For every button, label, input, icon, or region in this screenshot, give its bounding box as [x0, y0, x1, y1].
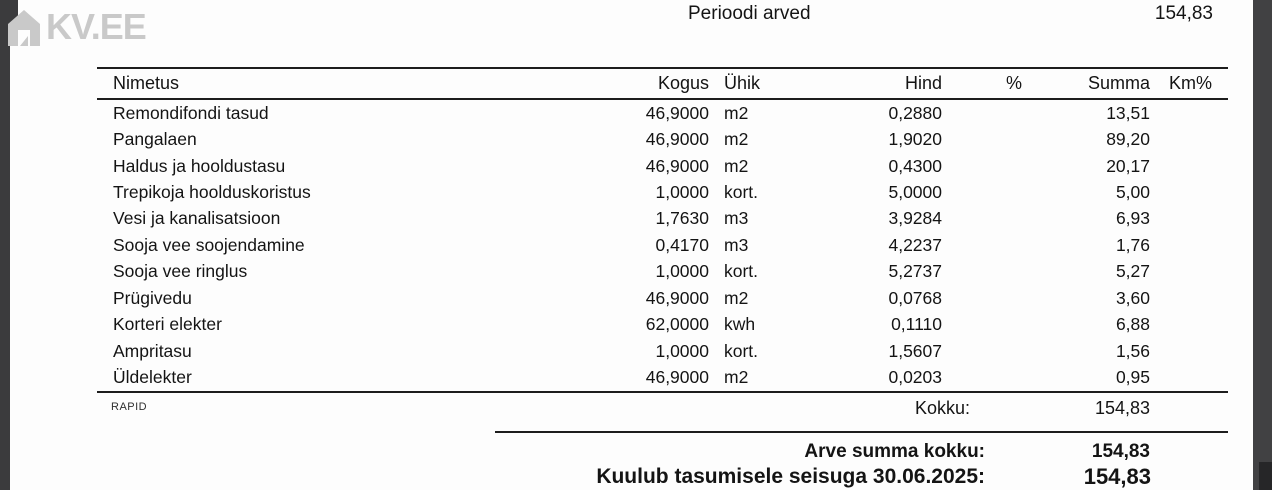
cell-kogus: 1,0000 — [655, 182, 709, 203]
page-header-total: 154,83 — [1154, 3, 1213, 24]
cell-nimetus: Ampritasu — [113, 340, 192, 361]
arve-summa-label: Arve summa kokku: — [804, 441, 985, 462]
cell-nimetus: Vesi ja kanalisatsioon — [113, 208, 281, 229]
table-row: Haldus ja hooldustasu 46,9000 m2 0,4300 20,1… — [97, 153, 1228, 179]
cell-kogus: 46,9000 — [645, 102, 709, 123]
cell-yhik: kort. — [724, 261, 759, 282]
cell-nimetus: Sooja vee soojendamine — [113, 234, 305, 255]
cell-nimetus: Sooja vee ringlus — [113, 261, 248, 282]
cell-nimetus: Üldelekter — [113, 367, 192, 388]
cell-yhik: kwh — [724, 314, 756, 335]
page-title: Perioodi arved — [688, 3, 811, 24]
cell-hind: 0,0768 — [888, 287, 942, 308]
cell-hind: 3,9284 — [888, 208, 942, 229]
cell-hind: 1,5607 — [888, 340, 942, 361]
cell-nimetus: Prügivedu — [113, 287, 192, 308]
kokku-value: 154,83 — [1094, 398, 1150, 418]
cell-kogus: 1,0000 — [655, 340, 709, 361]
arve-summa-value: 154,83 — [1091, 441, 1150, 462]
cell-hind: 4,2237 — [888, 234, 942, 255]
table-body: Remondifondi tasud 46,9000 m2 0,2880 13,51 Pa… — [97, 100, 1228, 393]
table-row: Trepikoja hoolduskoristus 1,0000 kort. 5,00… — [97, 179, 1228, 205]
cell-summa: 1,76 — [1115, 234, 1150, 255]
cell-kogus: 1,7630 — [655, 208, 709, 229]
column-header-yhik: Ühik — [724, 73, 761, 93]
column-header-nimetus: Nimetus — [113, 73, 180, 93]
viewer-scrollbar-thumb[interactable] — [1259, 462, 1272, 490]
cell-kogus: 1,0000 — [655, 261, 709, 282]
cell-kogus: 46,9000 — [645, 367, 709, 388]
column-header-kogus: Kogus — [657, 73, 709, 93]
table-header-row: Nimetus Kogus Ühik Hind% Summa Km% — [97, 69, 1228, 100]
cell-summa: 13,51 — [1106, 102, 1150, 123]
table-row: Ampritasu 1,0000 kort. 1,5607 1,56 — [97, 338, 1228, 364]
cell-yhik: m2 — [724, 155, 749, 176]
cell-hind: 0,0203 — [888, 367, 942, 388]
table-row: Prügivedu 46,9000 m2 0,0768 3,60 — [97, 285, 1228, 311]
cell-nimetus: Haldus ja hooldustasu — [113, 155, 286, 176]
cell-hind: 0,4300 — [888, 155, 942, 176]
logo-text: KV.EE — [46, 6, 147, 47]
table-row: Korteri elekter 62,0000 kwh 0,1110 6,88 — [97, 312, 1228, 338]
cell-nimetus: Pangalaen — [113, 129, 197, 150]
cell-yhik: m2 — [724, 102, 749, 123]
cell-hind: 5,0000 — [888, 182, 942, 203]
viewer-left-edge — [0, 0, 10, 490]
table-row: Üldelekter 46,9000 m2 0,0203 0,95 — [97, 364, 1228, 390]
cell-kogus: 46,9000 — [645, 287, 709, 308]
cell-hind: 0,2880 — [888, 102, 942, 123]
cell-yhik: kort. — [724, 340, 759, 361]
table-row: Sooja vee ringlus 1,0000 kort. 5,2737 5,27 — [97, 259, 1228, 285]
kokku-label: Kokku: — [914, 398, 970, 418]
cell-hind: 0,1110 — [891, 314, 942, 335]
cell-hind: 5,2737 — [888, 261, 942, 282]
cell-kogus: 0,4170 — [655, 234, 709, 255]
column-header-pct: % — [1005, 73, 1022, 93]
cell-kogus: 62,0000 — [645, 314, 709, 335]
table-row: Vesi ja kanalisatsioon 1,7630 m3 3,9284 6,93 — [97, 206, 1228, 232]
cell-nimetus: Trepikoja hoolduskoristus — [113, 182, 311, 203]
table-row: Sooja vee soojendamine 0,4170 m3 4,2237 1,76 — [97, 232, 1228, 258]
cell-yhik: kort. — [724, 182, 759, 203]
cell-summa: 5,27 — [1115, 261, 1150, 282]
cell-yhik: m3 — [724, 234, 749, 255]
cell-summa: 0,95 — [1115, 367, 1150, 388]
cell-summa: 1,56 — [1115, 340, 1150, 361]
totals-divider — [495, 431, 1228, 433]
kuulub-tasumisele-value: 154,83 — [1083, 464, 1151, 489]
table-row: Pangalaen 46,9000 m2 1,9020 89,20 — [97, 126, 1228, 152]
cell-summa: 6,88 — [1115, 314, 1150, 335]
cell-summa: 3,60 — [1115, 287, 1150, 308]
viewer-scrollbar[interactable] — [1253, 0, 1272, 490]
invoice-table: Nimetus Kogus Ühik Hind% Summa Km% Remondifon… — [97, 67, 1228, 393]
cell-summa: 89,20 — [1106, 129, 1150, 150]
cell-summa: 5,00 — [1115, 182, 1150, 203]
cell-kogus: 46,9000 — [645, 155, 709, 176]
kv-ee-logo: KV.EE — [6, 6, 147, 48]
cell-summa: 20,17 — [1106, 155, 1150, 176]
cell-hind: 1,9020 — [888, 129, 942, 150]
vendor-mark: RAPID — [111, 401, 148, 413]
table-row: Remondifondi tasud 46,9000 m2 0,2880 13,51 — [97, 100, 1228, 126]
cell-nimetus: Remondifondi tasud — [113, 102, 269, 123]
column-header-hind: Hind — [904, 73, 942, 93]
cell-yhik: m2 — [724, 287, 749, 308]
cell-yhik: m2 — [724, 129, 749, 150]
cell-nimetus: Korteri elekter — [113, 314, 222, 335]
column-header-summa: Summa — [1087, 73, 1150, 93]
kuulub-tasumisele-label: Kuulub tasumisele seisuga 30.06.2025: — [596, 465, 985, 488]
cell-yhik: m3 — [724, 208, 749, 229]
cell-yhik: m2 — [724, 367, 749, 388]
house-icon — [6, 6, 42, 48]
cell-summa: 6,93 — [1115, 208, 1150, 229]
column-header-km: Km% — [1168, 73, 1212, 93]
cell-kogus: 46,9000 — [645, 129, 709, 150]
